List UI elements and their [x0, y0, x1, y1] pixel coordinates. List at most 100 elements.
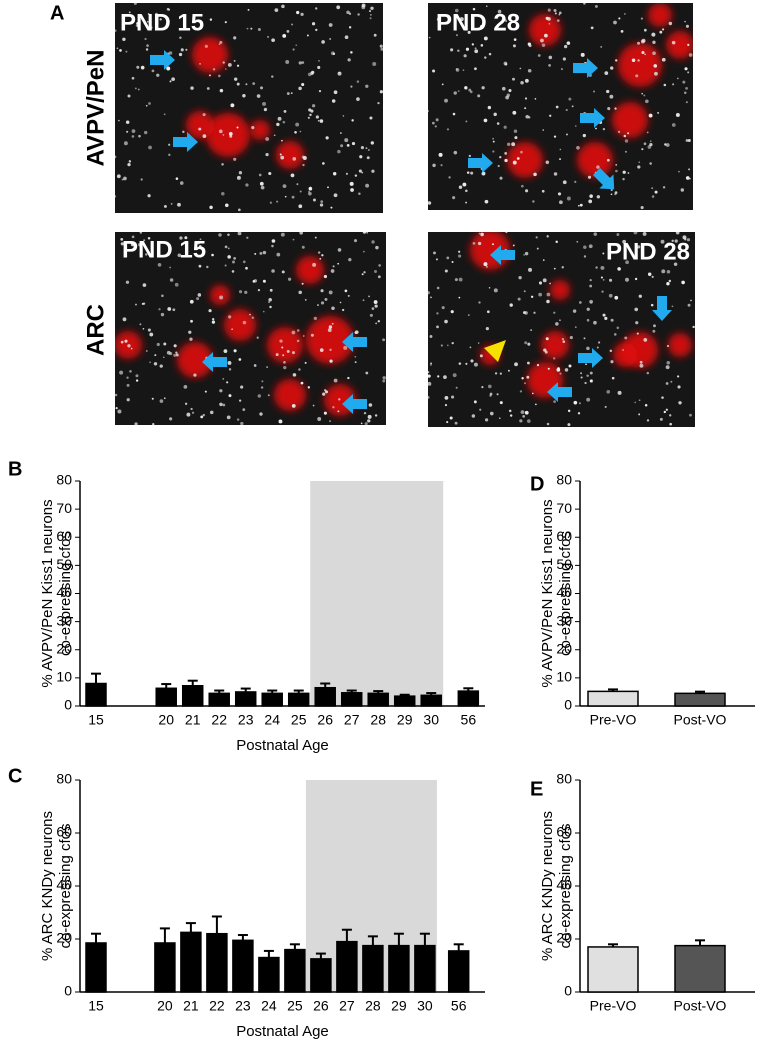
dot: [624, 13, 626, 15]
dot: [532, 200, 535, 203]
dot: [589, 371, 593, 375]
dot: [527, 68, 532, 73]
dot: [344, 138, 349, 143]
dot: [661, 396, 664, 399]
dot: [512, 77, 515, 81]
dot: [524, 78, 529, 83]
dot: [347, 294, 350, 297]
dot: [151, 69, 155, 73]
dot: [166, 66, 171, 71]
dot: [131, 76, 135, 80]
dot: [509, 303, 513, 307]
dot: [199, 63, 201, 65]
dot: [602, 127, 606, 131]
y-axis-label: % ARC KNDy neurons: [39, 811, 56, 961]
dot: [588, 199, 593, 204]
dot: [317, 417, 322, 421]
dot: [586, 346, 590, 351]
dot: [633, 232, 638, 235]
dot: [202, 113, 206, 117]
arrow: [202, 352, 227, 372]
dot: [579, 301, 582, 304]
y-tick-label: 80: [56, 771, 72, 787]
dot: [362, 232, 367, 234]
x-tick-label: 25: [287, 998, 303, 1014]
dot: [428, 381, 432, 386]
dot: [115, 393, 118, 397]
dot: [143, 130, 148, 135]
dot: [298, 204, 303, 209]
dot: [531, 392, 534, 395]
dot: [139, 323, 142, 326]
dot: [593, 232, 598, 236]
bar: [674, 692, 726, 707]
dot: [556, 19, 560, 23]
dot: [356, 97, 360, 101]
dot: [644, 404, 648, 407]
bar: [287, 692, 310, 707]
dot: [617, 267, 621, 271]
dot: [227, 62, 232, 67]
y-tick-label: 10: [556, 669, 572, 685]
dot: [608, 293, 613, 298]
dot: [440, 344, 443, 347]
dot: [331, 322, 334, 325]
dot: [211, 320, 216, 324]
dot: [677, 385, 681, 389]
dot: [600, 276, 603, 279]
dot: [573, 400, 578, 405]
dot: [481, 385, 484, 389]
y-tick-label: 40: [56, 584, 72, 600]
dot: [648, 113, 653, 118]
dot: [373, 33, 377, 37]
dot: [472, 241, 476, 245]
dot: [687, 43, 690, 46]
dot: [298, 86, 302, 91]
dot: [457, 49, 460, 52]
dot: [236, 82, 240, 86]
dot: [378, 264, 381, 267]
dot: [527, 42, 531, 46]
dot: [196, 297, 200, 301]
dot: [604, 405, 607, 408]
dot: [200, 415, 204, 419]
dot: [512, 244, 515, 247]
dot: [301, 282, 304, 285]
dot: [450, 310, 454, 314]
dot: [361, 5, 366, 10]
dot: [687, 71, 690, 74]
dot: [268, 301, 271, 304]
dot: [671, 123, 676, 127]
dot: [314, 236, 317, 239]
dot: [232, 260, 235, 264]
dot: [179, 36, 182, 39]
dot: [301, 82, 305, 87]
dot: [444, 404, 448, 407]
dot: [285, 60, 290, 64]
dot: [497, 164, 500, 168]
y-tick-label: 70: [56, 500, 72, 516]
dot: [357, 13, 360, 16]
dot: [646, 371, 650, 375]
dot: [477, 342, 480, 344]
dot: [542, 129, 545, 131]
dot: [525, 189, 529, 193]
y-axis-label: co-expressing cfos: [57, 531, 74, 656]
dot: [455, 386, 458, 389]
dot: [474, 47, 477, 50]
x-axis-label: Postnatal Age: [236, 737, 329, 754]
dot: [125, 120, 130, 124]
dot: [454, 278, 458, 282]
dot: [652, 40, 656, 44]
dot: [616, 233, 620, 237]
dot: [209, 18, 213, 21]
y-tick-label: 60: [56, 528, 72, 544]
dot: [182, 130, 185, 134]
dot: [649, 140, 652, 142]
dot: [576, 240, 579, 243]
dot: [283, 366, 287, 370]
dot: [454, 8, 459, 13]
dot: [348, 12, 352, 15]
dot: [566, 133, 568, 136]
dot: [257, 394, 261, 398]
